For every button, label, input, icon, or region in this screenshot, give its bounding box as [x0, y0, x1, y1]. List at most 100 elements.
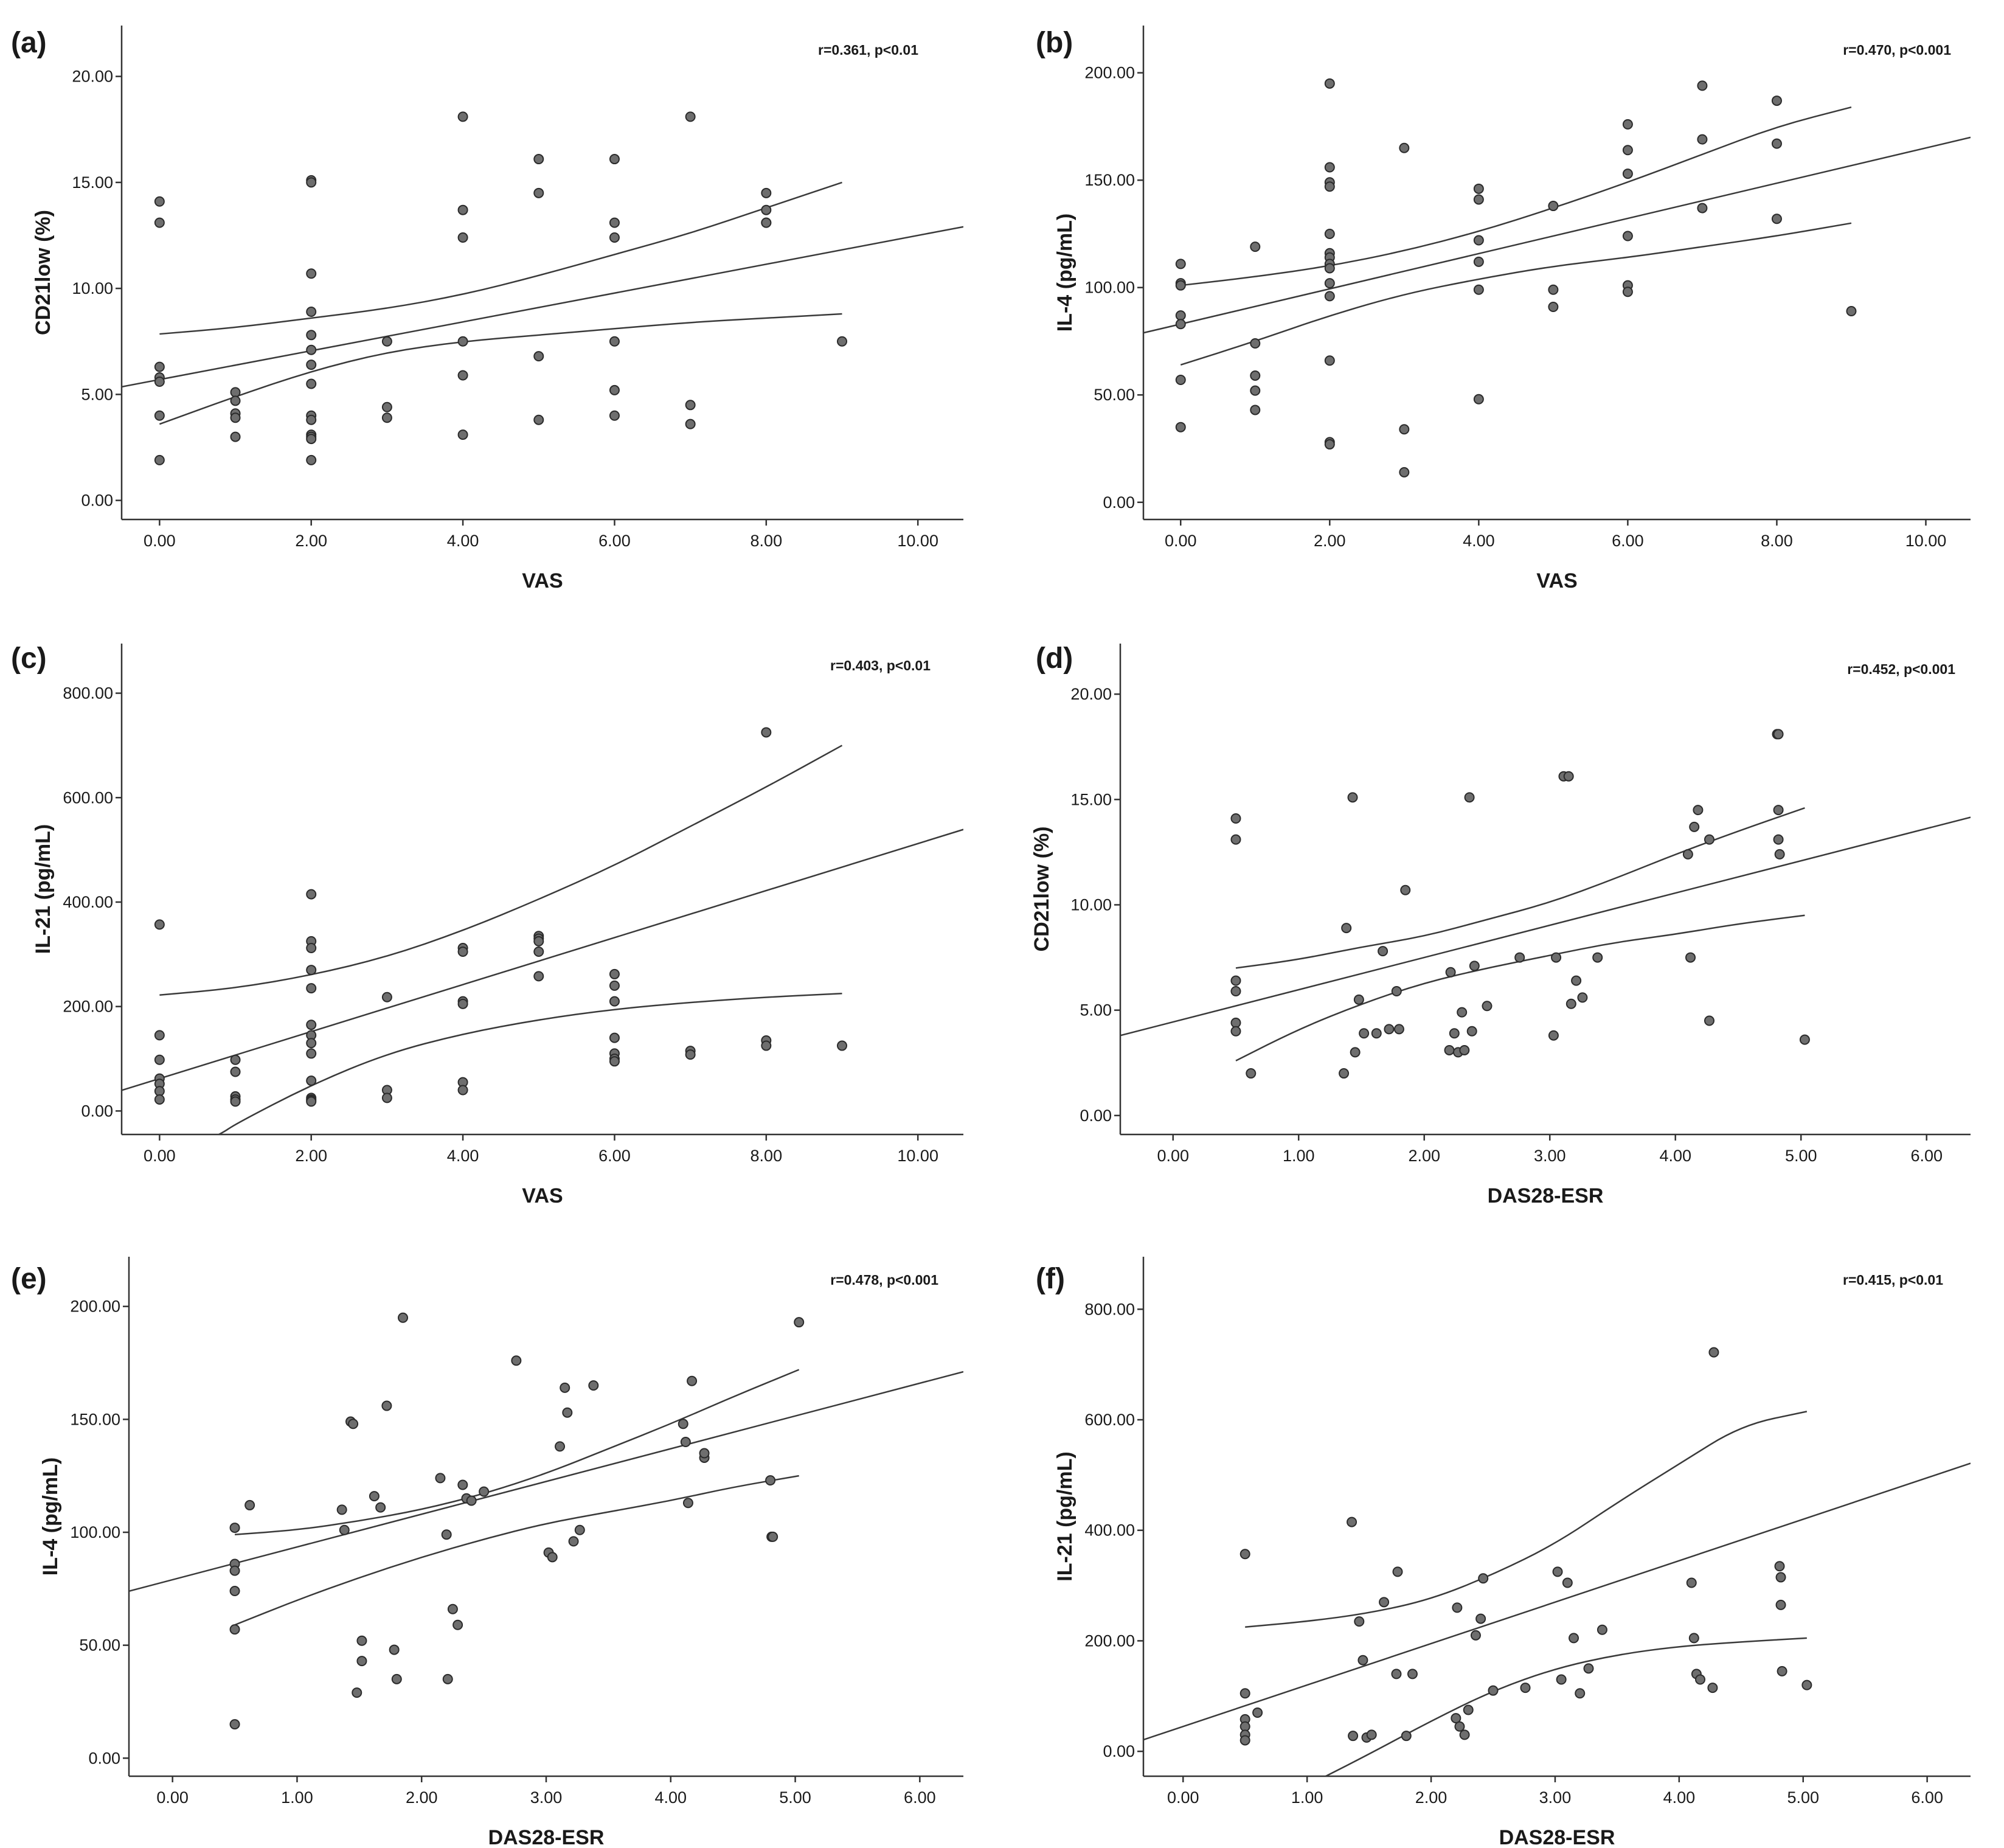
data-point [1771, 214, 1782, 224]
data-point [457, 111, 468, 122]
data-point [1175, 310, 1186, 321]
data-point [1597, 1624, 1607, 1635]
y-tick-label: 600.00 [1084, 1411, 1135, 1429]
x-tick-label: 0.00 [156, 1788, 189, 1807]
data-point [306, 306, 317, 317]
data-point [1444, 1044, 1455, 1055]
data-point [1704, 1015, 1714, 1026]
y-tick-label: 100.00 [1084, 279, 1135, 297]
y-tick-label: 150.00 [70, 1410, 120, 1428]
x-tick-label: 6.00 [1612, 532, 1644, 550]
data-point [562, 1407, 573, 1418]
x-tick-label: 6.00 [1911, 1788, 1943, 1807]
data-point [1391, 985, 1402, 996]
y-tick-label: 200.00 [63, 998, 113, 1016]
data-point [680, 1436, 691, 1447]
data-point [457, 998, 468, 1009]
data-point [533, 351, 544, 362]
x-tick-label: 2.00 [295, 1147, 327, 1165]
data-point [1693, 805, 1704, 816]
data-point [1466, 1026, 1477, 1037]
x-tick-label: 2.00 [1408, 1147, 1440, 1165]
data-point [398, 1312, 409, 1323]
ci-upper-line [234, 1369, 800, 1535]
data-point [1175, 319, 1186, 330]
regression-line [1143, 136, 1971, 334]
data-point [1252, 1707, 1263, 1718]
data-point [1457, 1007, 1468, 1018]
data-point [1459, 1044, 1470, 1055]
data-point [457, 232, 468, 243]
data-point [1473, 284, 1484, 295]
data-point [369, 1491, 380, 1502]
x-tick-label: 3.00 [1534, 1147, 1566, 1165]
data-point [685, 111, 696, 122]
y-axis-label: IL-21 (pg/mL) [1053, 1451, 1077, 1581]
data-point [306, 378, 317, 389]
data-point [533, 936, 544, 947]
data-point [1697, 80, 1708, 91]
data-point [1774, 1561, 1785, 1572]
x-tick-label: 4.00 [1659, 1147, 1691, 1165]
data-point [1565, 998, 1576, 1009]
data-point [1708, 1347, 1719, 1358]
data-point [1353, 994, 1364, 1005]
data-point [1548, 201, 1559, 212]
y-tick-label: 5.00 [1080, 1001, 1112, 1020]
x-tick-label: 4.00 [447, 532, 479, 550]
data-point [761, 727, 772, 738]
data-point [306, 1020, 317, 1030]
y-axis-label: CD21low (%) [1030, 827, 1053, 952]
data-point [1704, 834, 1714, 845]
data-point [1799, 1034, 1810, 1045]
data-point [244, 1499, 255, 1510]
data-point [1622, 145, 1633, 156]
data-point [533, 414, 544, 425]
x-tick-label: 0.00 [1157, 1147, 1189, 1165]
panel-f: 0.00 1.00 2.00 3.00 4.00 5.00 6.00 0.00 200.00 40… [1036, 1257, 1971, 1848]
data-point [1250, 405, 1261, 415]
data-point [306, 889, 317, 900]
data-point [1552, 1566, 1563, 1577]
data-point [230, 1096, 241, 1107]
data-point [761, 204, 772, 215]
y-tick-label: 200.00 [1084, 1631, 1135, 1650]
x-tick-label: 1.00 [1283, 1147, 1315, 1165]
data-point [1175, 422, 1186, 432]
data-point [699, 1448, 710, 1459]
data-point [1230, 975, 1241, 986]
data-point [609, 410, 620, 421]
data-point [348, 1419, 359, 1429]
data-point [1324, 181, 1335, 192]
data-point [457, 336, 468, 347]
data-point [1341, 923, 1352, 934]
data-point [1478, 1573, 1489, 1584]
data-point [1371, 1028, 1382, 1039]
x-axis-label: VAS [522, 1184, 563, 1207]
data-point [609, 980, 620, 991]
data-point [356, 1656, 367, 1667]
data-point [609, 996, 620, 1007]
x-tick-label: 3.00 [530, 1788, 563, 1807]
data-point [588, 1380, 599, 1391]
data-point [1685, 952, 1696, 963]
data-point [1846, 306, 1857, 317]
data-point [1473, 256, 1484, 267]
y-tick-label: 10.00 [1070, 895, 1112, 914]
data-point [457, 204, 468, 215]
x-tick-label: 0.00 [144, 1147, 176, 1165]
x-axis-label: VAS [522, 569, 563, 592]
x-tick-label: 6.00 [1910, 1147, 1943, 1165]
data-point [1775, 1599, 1786, 1610]
correlation-annotation: r=0.470, p<0.001 [1843, 42, 1951, 58]
panel-e: 0.00 1.00 2.00 3.00 4.00 5.00 6.00 0.00 50.00 100… [11, 1257, 963, 1848]
data-point [1230, 1017, 1241, 1028]
data-point [1774, 849, 1785, 860]
data-point [229, 1719, 240, 1730]
regression-line [1143, 1462, 1971, 1741]
data-point [1250, 385, 1261, 396]
panel-c: 0.00 2.00 4.00 6.00 8.00 10.00 0.00 200.00 400.0… [11, 642, 963, 1207]
regression-line [122, 226, 963, 388]
data-point [479, 1486, 490, 1497]
y-tick-label: 150.00 [1084, 171, 1135, 189]
